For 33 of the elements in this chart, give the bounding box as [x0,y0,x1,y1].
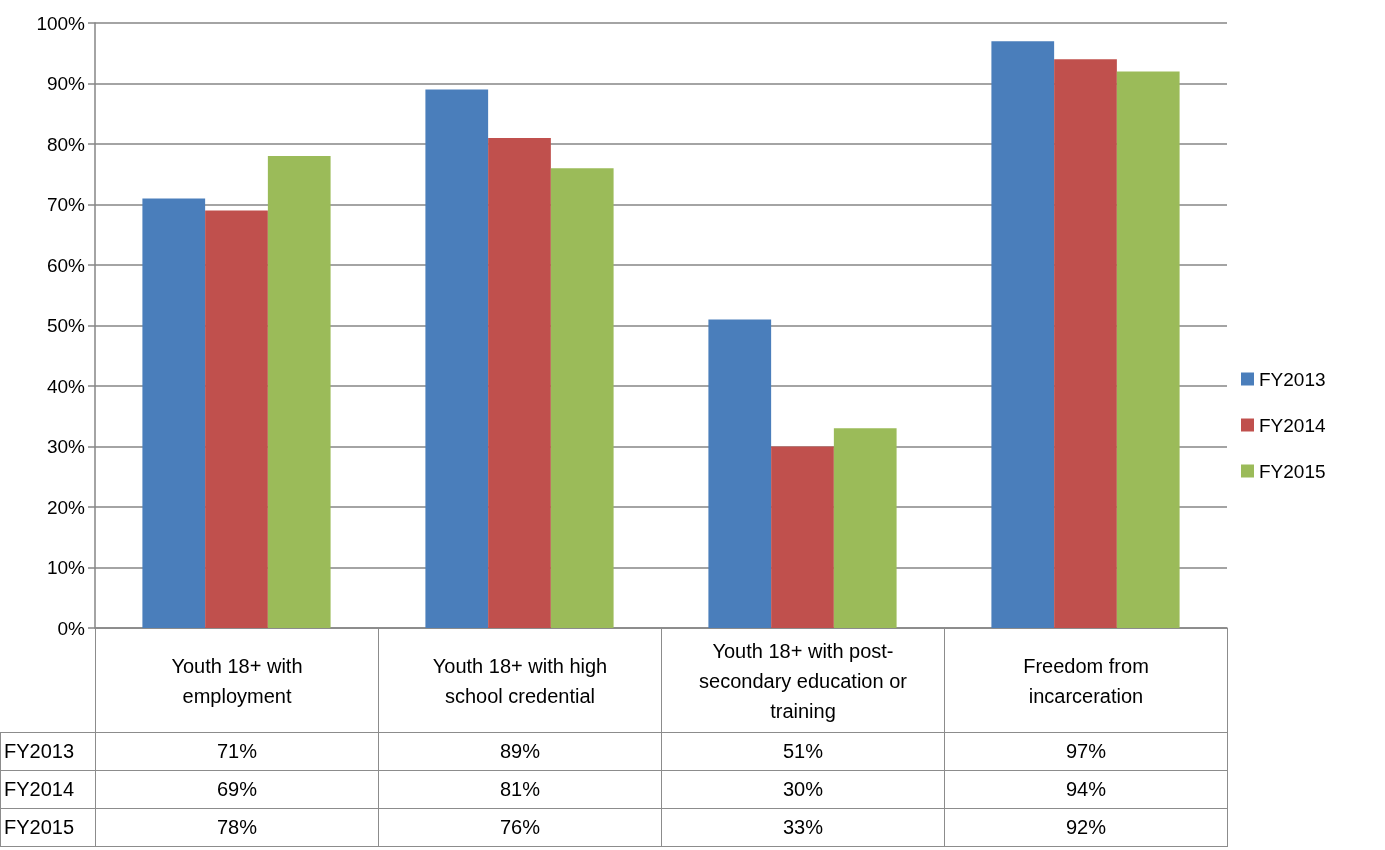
y-tick-label: 0% [57,617,86,639]
text: FY2013 [4,740,75,762]
y-tick-label: 100% [36,12,86,34]
x-tick-label: Youth 18+ with high school credential [378,628,662,733]
y-tick-label: 40% [46,375,86,397]
legend-label: FY2014 [1259,414,1326,436]
y-tick-label: 30% [46,436,86,457]
legend-label: FY2015 [1259,460,1326,482]
data-label: 78% [95,808,379,847]
y-tick-label: 20% [46,496,86,518]
x-tick-label: Freedom from incarceration [944,628,1228,733]
text: FY2014 [4,778,75,800]
data-label: 69% [95,770,379,809]
data-label: 89% [378,732,662,771]
data-label: 33% [661,808,945,847]
data-label: 81% [378,770,662,809]
y-tick-label: 10% [46,557,86,578]
data-label: 92% [944,808,1228,847]
data-label: 76% [378,808,662,847]
y-tick-label: 90% [46,73,86,94]
data-label: 94% [944,770,1228,809]
y-tick-label: 60% [46,254,86,276]
text: FY2015 [4,816,75,838]
data-label: 71% [95,732,379,771]
y-tick-label: 50% [46,315,86,336]
y-tick-label: 80% [46,133,86,155]
x-tick-label: Youth 18+ with post-secondary education or training [661,628,945,733]
data-label: 97% [944,732,1228,771]
data-label: 30% [661,770,945,809]
legend-label: FY2013 [1259,368,1326,390]
x-tick-label: Youth 18+ with employment [95,628,379,733]
data-label: 51% [661,732,945,771]
y-tick-label: 70% [46,194,86,215]
